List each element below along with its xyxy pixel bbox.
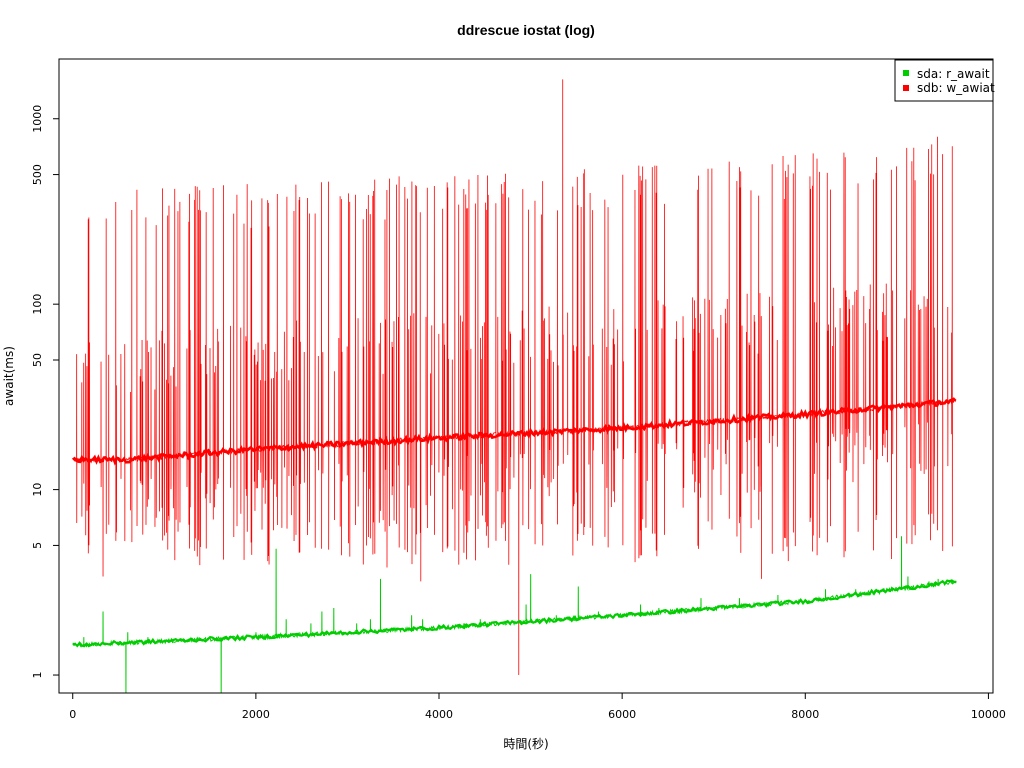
x-axis: 0 2000 4000 6000 8000 10000 — [69, 692, 1006, 721]
series-sdb-w-await-line — [72, 79, 957, 676]
y-axis: 1 5 10 50 100 500 1000 — [31, 105, 60, 679]
series-layer — [72, 79, 957, 693]
legend-label-sda: sda: r_await — [917, 67, 990, 81]
y-tick-label: 50 — [31, 353, 44, 367]
x-tick-label: 10000 — [971, 708, 1006, 721]
legend: sda: r_await sdb: w_awiat — [894, 59, 995, 102]
x-tick-label: 0 — [69, 708, 76, 721]
y-axis-label: await(ms) — [2, 346, 16, 406]
legend-swatch-sdb — [903, 85, 909, 91]
y-tick-label: 100 — [31, 294, 44, 315]
y-tick-label: 1 — [31, 672, 44, 679]
x-tick-label: 4000 — [425, 708, 453, 721]
y-tick-label: 10 — [31, 483, 44, 497]
x-tick-label: 2000 — [242, 708, 270, 721]
legend-box — [894, 59, 994, 102]
chart-title: ddrescue iostat (log) — [457, 22, 595, 38]
y-tick-label: 5 — [31, 542, 44, 549]
legend-label-sdb: sdb: w_awiat — [917, 81, 995, 95]
x-tick-label: 8000 — [791, 708, 819, 721]
y-tick-label: 500 — [31, 164, 44, 185]
legend-swatch-sda — [903, 70, 909, 76]
series-sda-baseline — [72, 579, 957, 648]
series-sdb-baseline — [72, 397, 957, 466]
x-tick-label: 6000 — [608, 708, 636, 721]
series-sda-r-await-line — [72, 536, 957, 693]
y-tick-label: 1000 — [31, 105, 44, 133]
x-axis-label: 時間(秒) — [503, 737, 548, 751]
